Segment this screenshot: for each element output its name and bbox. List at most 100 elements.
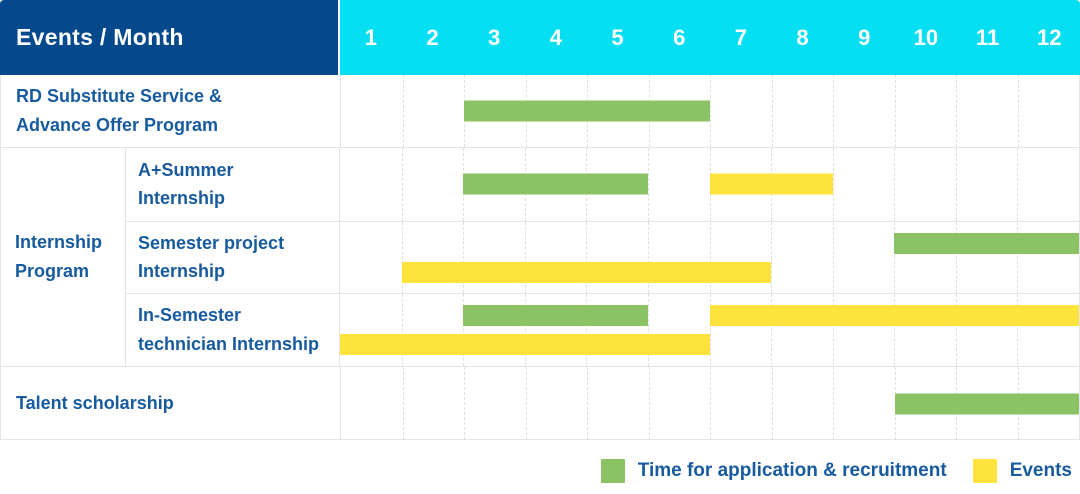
gantt-bar-recruitment [463,305,648,327]
month-gridline [771,294,773,366]
row-label: A+Summer Internship [138,159,234,209]
month-gridline [586,221,588,294]
gantt-chart-cell [340,221,1079,294]
row-label: Talent scholarship [16,393,174,414]
month-gridline [894,294,896,366]
month-gridline [402,367,404,440]
month-gridline [463,221,465,294]
month-header-10: 10 [913,24,939,50]
month-gridline [771,75,773,147]
month-header-11: 11 [975,24,1000,50]
month-gridline [833,75,834,147]
month-header-6: 6 [673,24,686,50]
month-header-5: 5 [611,24,624,50]
table-row-rd-substitute: RD Substitute Service & Advance Offer Pr… [1,75,1079,148]
month-gridline [647,148,649,221]
month-header-row: 1 2 3 4 5 6 7 8 9 10 11 12 [340,0,1080,75]
row-label-cell: Talent scholarship [1,367,341,440]
gantt-bar-event [401,261,772,283]
chart-legend: Time for application & recruitment Event… [600,459,1072,483]
month-header-2: 2 [426,24,439,50]
month-gridline [586,294,588,366]
month-gridline [402,75,404,147]
month-gridline [771,221,773,294]
table-header-row: Events / Month 1 2 3 4 5 6 7 8 9 10 11 12 [0,0,1080,75]
month-gridline [709,221,711,294]
table-row-a-summer: A+Summer Internship [126,148,1079,221]
month-header-1: 1 [364,24,377,50]
month-gridline [587,367,588,440]
month-gridline [401,221,403,294]
legend-item-events: Events [972,459,1072,483]
month-header-8: 8 [796,24,809,50]
month-gridline [1017,75,1019,147]
month-gridline [525,367,527,440]
header-corner-cell: Events / Month [0,0,340,75]
header-corner-label: Events / Month [16,24,184,50]
month-gridline [401,148,403,221]
month-gridline [832,221,834,294]
month-gridline [1017,221,1019,294]
month-header-4: 4 [549,24,562,50]
row-label: In-Semester technician Internship [138,305,320,355]
month-gridline [463,294,465,366]
group-label-cell: Internship Program [1,148,126,366]
table-body: RD Substitute Service & Advance Offer Pr… [0,75,1080,440]
month-gridline [832,294,834,366]
legend-label: Events [1009,460,1072,481]
gantt-chart-cell [340,148,1079,221]
month-gridline [955,221,957,294]
gantt-bar-event [709,173,833,195]
month-header-9: 9 [858,24,871,50]
month-header-3: 3 [488,24,501,50]
row-label-cell: A+Summer Internship [126,148,340,221]
month-gridline [832,148,834,221]
month-gridline [955,148,957,221]
gantt-bar-recruitment [463,173,648,195]
month-gridline [709,294,711,366]
month-header-7: 7 [734,24,747,50]
events-color-swatch-icon [972,459,997,483]
gantt-bar-recruitment [464,100,710,122]
legend-item-recruitment: Time for application & recruitment [600,459,947,483]
table-row-semester-project: Semester project Internship [126,220,1079,294]
legend-label: Time for application & recruitment [637,460,947,481]
month-gridline [1017,148,1019,221]
month-gridline [647,294,649,366]
month-gridline [956,75,957,147]
gantt-chart-cell [341,75,1079,147]
month-gridline [710,367,711,440]
month-gridline [647,221,649,294]
group-label: Internship Program [15,232,103,281]
gantt-bar-event [340,334,710,356]
month-gridline [464,367,465,440]
row-label-cell: RD Substitute Service & Advance Offer Pr… [1,75,341,147]
month-gridline [1017,294,1019,366]
row-label-cell: Semester project Internship [126,221,340,294]
row-label: RD Substitute Service & Advance Offer Pr… [16,86,223,135]
recruitment-color-swatch-icon [600,459,625,483]
month-gridline [648,367,650,440]
gantt-bar-event [709,305,1079,327]
table-row-talent-scholarship: Talent scholarship [1,367,1079,440]
row-label-cell: In-Semester technician Internship [126,294,340,366]
gantt-bar-recruitment [894,232,1079,254]
table-row-in-semester: In-Semester technician Internship [126,293,1079,366]
month-gridline [710,75,711,147]
month-gridline [524,294,526,366]
month-gridline [894,221,896,294]
gantt-chart-cell [341,367,1079,440]
month-header-12: 12 [1036,24,1062,50]
month-gridline [524,221,526,294]
gantt-bar-recruitment [894,393,1079,414]
month-gridline [833,367,834,440]
month-gridline [894,148,896,221]
gantt-chart-cell [340,294,1079,366]
month-gridline [955,294,957,366]
internship-program-group: Internship Program A+Summer Internship S… [1,148,1079,367]
row-label: Semester project Internship [138,232,285,282]
month-gridline [894,75,896,147]
group-rows: A+Summer Internship Semester project Int… [126,148,1079,366]
month-gridline [771,367,773,440]
